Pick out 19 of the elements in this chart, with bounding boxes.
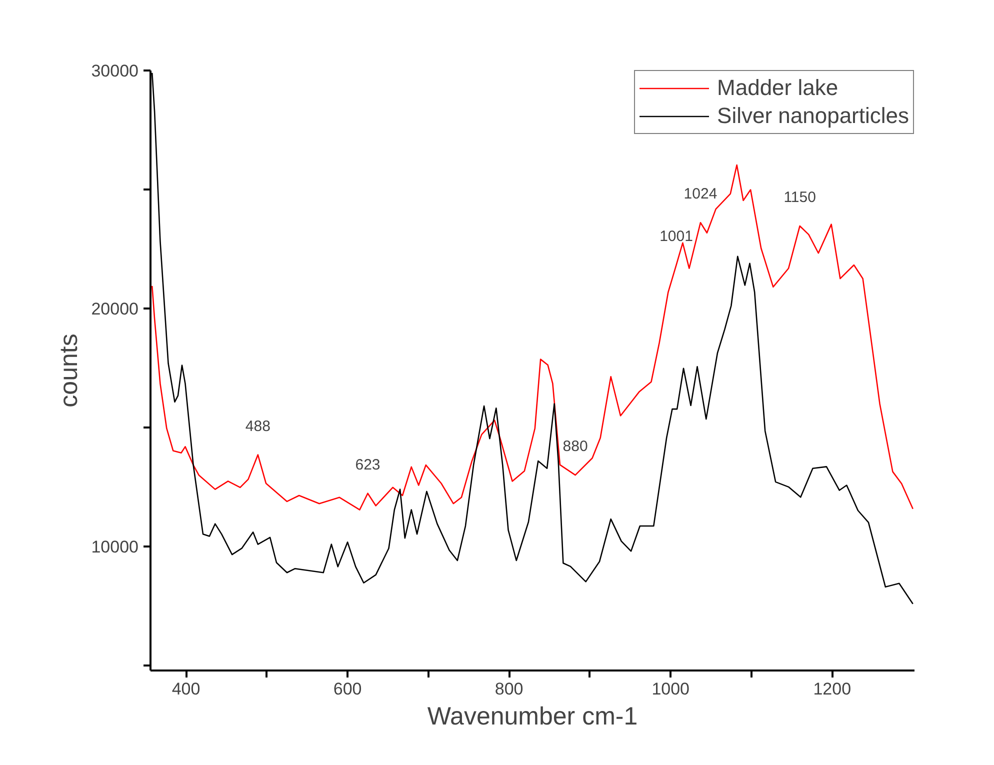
y-axis-title: counts	[55, 334, 84, 408]
legend-label: Silver nanoparticles	[717, 103, 909, 129]
annotation: 1001	[660, 228, 693, 246]
y-tick-label: 30000	[91, 62, 139, 80]
legend-label: Madder lake	[717, 75, 838, 101]
annotation: 488	[245, 418, 270, 435]
y-tick-label: 20000	[91, 300, 139, 319]
x-tick-label: 600	[333, 680, 362, 698]
annotation: 1024	[684, 186, 718, 203]
annotation: 880	[562, 438, 588, 456]
x-tick-label: 400	[172, 680, 200, 698]
x-tick-label: 800	[494, 680, 524, 698]
x-axis-title: Wavenumber cm-1	[427, 702, 638, 730]
x-tick-label: 1000	[652, 680, 690, 698]
annotation: 623	[355, 456, 380, 474]
y-tick-label: 10000	[91, 538, 139, 557]
x-tick-label: 1200	[813, 680, 852, 698]
annotation: 1150	[784, 188, 816, 206]
line-series	[151, 164, 914, 510]
